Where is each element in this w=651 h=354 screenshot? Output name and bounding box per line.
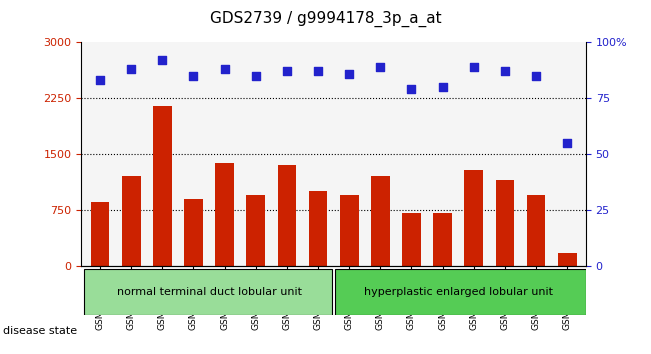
Bar [215,163,234,266]
Text: GDS2739 / g9994178_3p_a_at: GDS2739 / g9994178_3p_a_at [210,11,441,27]
Bar [402,213,421,266]
Point [95,78,105,83]
Point [313,69,324,74]
Text: disease state: disease state [3,326,77,336]
Bar [122,176,141,266]
Bar [464,170,483,266]
Text: normal terminal duct lobular unit: normal terminal duct lobular unit [117,287,301,297]
Bar [247,195,265,266]
Point [469,64,479,70]
Bar [371,176,390,266]
Bar [527,195,546,266]
Point [531,73,541,79]
Point [406,86,417,92]
Bar [309,191,327,266]
Text: hyperplastic enlarged lobular unit: hyperplastic enlarged lobular unit [364,287,553,297]
Point [126,67,137,72]
Point [500,69,510,74]
Bar [153,105,172,266]
Bar [340,195,359,266]
Bar [90,202,109,266]
Bar [184,199,203,266]
Point [251,73,261,79]
Point [157,57,167,63]
Bar [277,165,296,266]
Point [375,64,385,70]
Point [562,140,572,146]
FancyBboxPatch shape [335,269,586,315]
Bar [558,253,577,266]
Point [188,73,199,79]
Point [282,69,292,74]
Bar [495,180,514,266]
FancyBboxPatch shape [85,269,332,315]
Point [219,67,230,72]
Point [344,71,354,76]
Point [437,84,448,90]
Bar [434,213,452,266]
